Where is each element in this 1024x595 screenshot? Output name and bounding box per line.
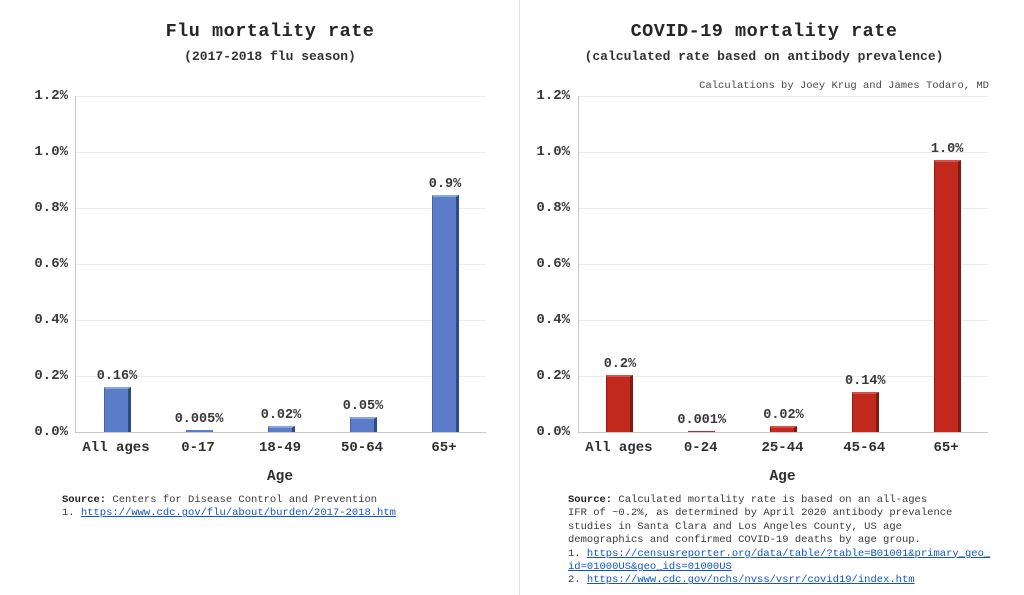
- bar-value-label: 1.0%: [930, 142, 964, 157]
- source-link-line: 1. https://www.cdc.gov/flu/about/burden/…: [62, 507, 512, 520]
- gridline: [579, 152, 988, 153]
- y-tick-label: 0.0%: [34, 424, 68, 440]
- y-tick-label: 0.4%: [34, 312, 68, 328]
- source-text-line: demographics and confirmed COVID-19 deat…: [568, 534, 921, 547]
- source-link-line: 1. https://censusreporter.org/data/table…: [568, 548, 1018, 561]
- y-tick-label: 1.2%: [536, 88, 570, 104]
- source-text-line: Source: Calculated mortality rate is bas…: [568, 494, 928, 506]
- flu-chart-panel: Flu mortality rate (2017-2018 flu season…: [0, 21, 512, 521]
- covid-x-axis-title: Age: [769, 469, 796, 485]
- gridline: [76, 264, 486, 265]
- source-label: Source:: [62, 494, 107, 506]
- y-tick-label: 0.0%: [536, 424, 570, 440]
- bar-value-label: 0.001%: [677, 413, 726, 428]
- bar-value-label: 0.02%: [260, 408, 302, 423]
- covid-y-axis: 0.0% 0.2% 0.4% 0.6% 0.8% 1.0% 1.2%: [519, 88, 570, 440]
- source-label: Source:: [568, 494, 613, 506]
- gridline: [76, 208, 486, 209]
- bar-65-: [933, 160, 961, 432]
- source-link-line: id=01000US&geo_ids=01000US: [568, 561, 1018, 574]
- source-link-line: 2. https://www.cdc.gov/nchs/nvss/vsrr/co…: [568, 574, 1018, 587]
- y-tick-label: 0.6%: [536, 256, 570, 272]
- bar-value-label: 0.16%: [96, 369, 138, 384]
- covid-x-axis: All ages 0-24 25-44 45-64 65+: [578, 440, 987, 456]
- category-label: 18-49: [258, 440, 301, 456]
- y-tick-label: 0.8%: [536, 200, 570, 216]
- panel-divider: [519, 0, 520, 595]
- y-tick-label: 1.0%: [34, 144, 68, 160]
- covid-plot-area: 0.2% 0.001% 0.02% 0.14% 1.0%: [578, 96, 988, 433]
- covid-chart-subtitle: (calculated rate based on antibody preva…: [584, 49, 944, 64]
- flu-plot-area: 0.16% 0.005% 0.02% 0.05% 0.9%: [75, 96, 486, 433]
- category-label: 65+: [431, 440, 457, 456]
- source-link-number: 1.: [62, 507, 81, 520]
- y-tick-label: 0.2%: [34, 368, 68, 384]
- y-tick-label: 0.6%: [34, 256, 68, 272]
- bar-50-64: [349, 417, 377, 432]
- bar-value-label: 0.05%: [342, 399, 384, 414]
- source-text-line: Source: Centers for Disease Control and …: [62, 494, 378, 506]
- gridline: [579, 320, 988, 321]
- source-text-line: IFR of ~0.2%, as determined by April 202…: [568, 507, 953, 520]
- flu-chart-title: Flu mortality rate: [165, 21, 375, 42]
- bar-value-label: 0.9%: [428, 177, 462, 192]
- bar-value-label: 0.005%: [174, 412, 224, 427]
- covid-chart-title: COVID-19 mortality rate: [630, 21, 898, 42]
- gridline: [579, 376, 988, 377]
- gridline: [579, 264, 988, 265]
- category-label: 65+: [933, 440, 959, 456]
- bar-all-ages: [606, 375, 634, 432]
- gridline: [76, 152, 486, 153]
- source-link[interactable]: https://www.cdc.gov/flu/about/burden/201…: [80, 507, 396, 520]
- bar-value-label: 0.14%: [845, 374, 886, 389]
- covid-chart-panel: COVID-19 mortality rate (calculated rate…: [519, 0, 1024, 595]
- bar-25-44: [770, 426, 797, 432]
- y-tick-label: 1.2%: [34, 88, 68, 104]
- source-text-line: studies in Santa Clara and Los Angeles C…: [568, 520, 902, 533]
- y-tick-label: 1.0%: [536, 144, 570, 160]
- covid-source-block: Source: Calculated mortality rate is bas…: [568, 494, 1018, 588]
- category-label: 25-44: [761, 440, 804, 456]
- bar-all-ages: [103, 387, 131, 432]
- source-link-number: 1.: [568, 547, 587, 560]
- bar-0-17: [185, 430, 213, 432]
- bar-18-49: [267, 426, 295, 432]
- category-label: 45-64: [843, 440, 886, 456]
- bar-65-: [431, 195, 459, 432]
- gridline: [76, 320, 486, 321]
- gridline: [579, 208, 988, 209]
- source-link-number: 2.: [568, 574, 587, 587]
- gridline: [579, 96, 988, 97]
- y-tick-label: 0.2%: [536, 368, 570, 384]
- category-label: 0-24: [683, 440, 718, 456]
- source-link[interactable]: https://censusreporter.org/data/table/?t…: [586, 547, 991, 560]
- source-link[interactable]: id=01000US&geo_ids=01000US: [568, 561, 732, 574]
- category-label: All ages: [585, 440, 653, 456]
- bar-value-label: 0.02%: [763, 408, 804, 423]
- flu-source-block: Source: Centers for Disease Control and …: [62, 494, 512, 521]
- flu-x-axis: All ages 0-17 18-49 50-64 65+: [75, 440, 485, 456]
- gridline: [76, 376, 486, 377]
- y-tick-label: 0.4%: [536, 312, 570, 328]
- y-tick-label: 0.8%: [34, 200, 68, 216]
- flu-x-axis-title: Age: [266, 469, 294, 485]
- source-link[interactable]: https://www.cdc.gov/nchs/nvss/vsrr/covid…: [586, 574, 915, 587]
- category-label: 50-64: [340, 440, 383, 456]
- category-label: 0-17: [181, 440, 215, 456]
- flu-y-axis: 0.0% 0.2% 0.4% 0.6% 0.8% 1.0% 1.2%: [0, 88, 68, 440]
- bar-value-label: 0.2%: [603, 357, 637, 372]
- gridline: [76, 96, 486, 97]
- bar-45-64: [851, 392, 879, 432]
- bar-0-24: [688, 431, 716, 432]
- category-label: All ages: [82, 440, 150, 456]
- covid-attribution: Calculations by Joey Krug and James Toda…: [699, 80, 989, 92]
- flu-chart-subtitle: (2017-2018 flu season): [184, 49, 356, 64]
